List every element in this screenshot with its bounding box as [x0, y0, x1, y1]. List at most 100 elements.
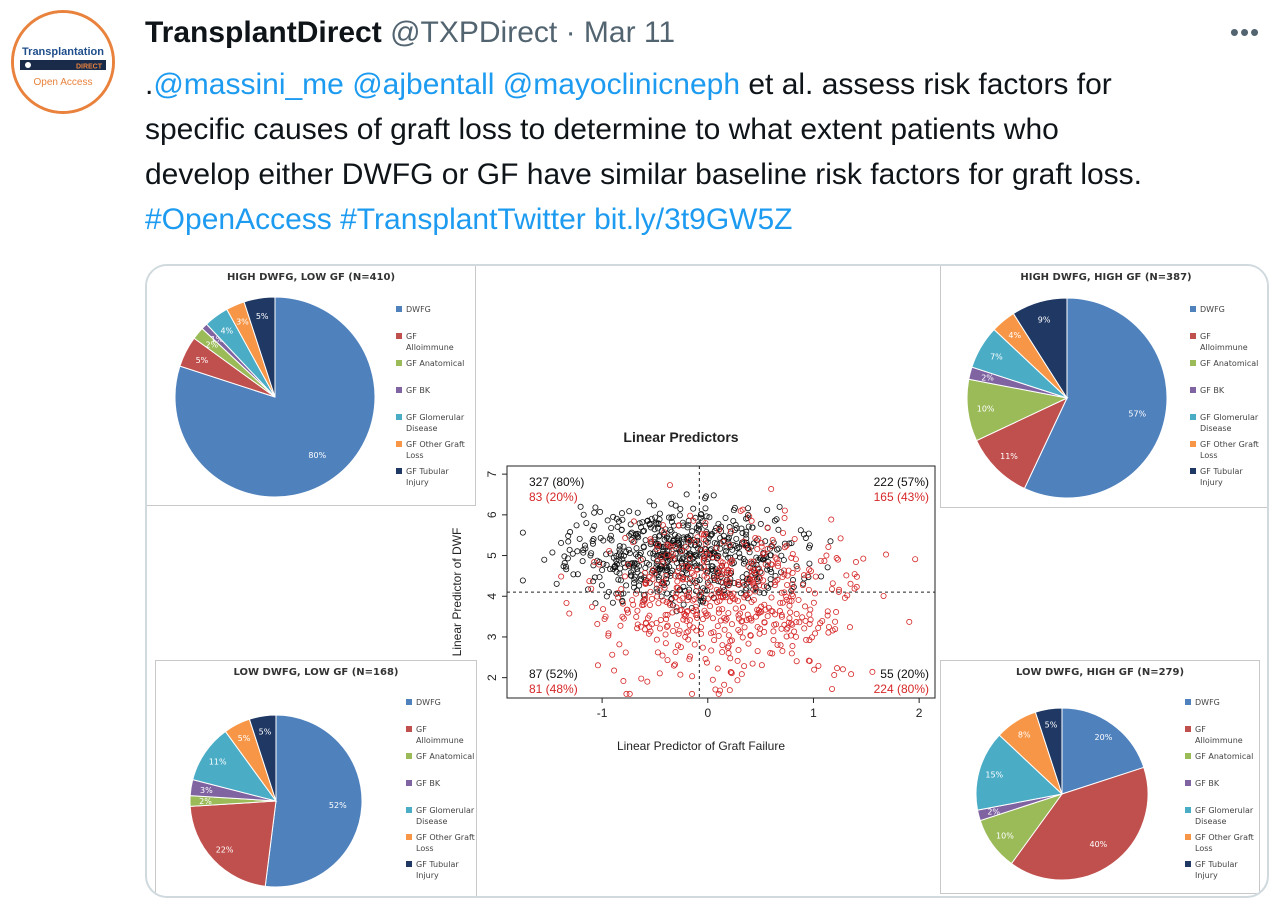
scatter-point [558, 573, 565, 580]
scatter-point [624, 606, 631, 613]
scatter-point [631, 584, 638, 591]
scatter-point [622, 573, 629, 580]
legend-swatch [406, 699, 412, 705]
tweet-line-4: #OpenAccess #TransplantTwitter bit.ly/3t… [145, 197, 1265, 242]
scatter-point [784, 624, 791, 631]
scatter-point [640, 527, 647, 534]
scatter-point [613, 568, 620, 575]
scatter-point [565, 538, 572, 545]
pie-chart: 80% 5% 2%1%4%3% 5% [174, 296, 376, 498]
scatter-point [676, 627, 683, 634]
scatter-point [653, 636, 660, 643]
scatter-point [580, 549, 587, 556]
scatter-point [694, 534, 701, 541]
scatter-point [707, 583, 714, 590]
scatter-point [693, 627, 700, 634]
scatter-point [734, 657, 741, 664]
scatter-point [674, 642, 681, 649]
pie-slice-label: 9% [1038, 315, 1051, 324]
scatter-point [633, 545, 640, 552]
scatter-point [721, 537, 728, 544]
scatter-point [625, 546, 632, 553]
scatter-point [702, 599, 709, 606]
scatter-point [677, 644, 684, 651]
scatter-point [717, 564, 724, 571]
scatter-point [693, 583, 700, 590]
scatter-point [574, 571, 581, 578]
scatter-point [724, 536, 731, 543]
author-name[interactable]: TransplantDirect [145, 16, 382, 49]
scatter-point [686, 538, 693, 545]
legend-swatch [1190, 333, 1196, 339]
logo-line-3: Open Access [34, 77, 93, 88]
scatter-point [650, 502, 657, 509]
scatter-point [740, 560, 747, 567]
scatter-point [848, 671, 855, 678]
scatter-point [818, 573, 825, 580]
pie-slice-label: 10% [977, 404, 995, 413]
scatter-point [642, 537, 649, 544]
scatter-point [573, 522, 580, 529]
tweet-date[interactable]: Mar 11 [583, 16, 676, 49]
scatter-point [689, 528, 696, 535]
scatter-point [727, 655, 734, 662]
scatter-point [685, 593, 692, 600]
tweet-media-image[interactable]: HIGH DWFG, LOW GF (N=410) 80% 5% 2% 1% 4% 3% 5… [145, 264, 1269, 898]
scatter-point [741, 624, 748, 631]
hashtag-transplanttwitter[interactable]: #TransplantTwitter [340, 203, 586, 236]
mention-mayoclinicneph[interactable]: @mayoclinicneph [502, 68, 740, 101]
legend-swatch [1190, 414, 1196, 420]
scatter-point [649, 576, 656, 583]
scatter-point [667, 527, 674, 534]
legend-label: GF Alloimmune [416, 725, 464, 745]
hashtag-openaccess[interactable]: #OpenAccess [145, 203, 332, 236]
scatter-point [672, 661, 679, 668]
scatter-point [843, 572, 850, 579]
scatter-point [613, 557, 620, 564]
scatter-point [624, 609, 631, 616]
scatter-point [715, 609, 722, 616]
tweet-link[interactable]: bit.ly/3t9GW5Z [594, 203, 793, 236]
scatter-point [654, 542, 661, 549]
scatter-point [623, 582, 630, 589]
avatar[interactable]: Transplantation DIRECT Open Access [11, 10, 115, 114]
scatter-point [689, 555, 696, 562]
scatter-point [658, 593, 665, 600]
scatter-point [618, 527, 625, 534]
scatter-point [678, 540, 685, 547]
pie-slice-label: 2% [205, 341, 218, 350]
scatter-point [702, 610, 709, 617]
scatter-point [633, 613, 640, 620]
tweet-lead: . [145, 68, 154, 101]
mention-massini[interactable]: @massini_me [153, 68, 344, 101]
scatter-point [655, 557, 662, 564]
scatter-point [773, 621, 780, 628]
scatter-point [631, 538, 638, 545]
scatter-point [702, 505, 709, 512]
more-options-icon[interactable]: ••• [1229, 17, 1261, 47]
scatter-point [596, 574, 603, 581]
scatter-point [674, 584, 681, 591]
scatter-point [603, 561, 610, 568]
scatter-point [574, 548, 581, 555]
scatter-point [750, 558, 757, 565]
scatter-point [769, 650, 776, 657]
scatter-point [680, 616, 687, 623]
scatter-point [730, 517, 737, 524]
scatter-point [668, 500, 675, 507]
scatter-point [662, 631, 669, 638]
scatter-point [669, 609, 676, 616]
mention-ajbentall[interactable]: @ajbentall [352, 68, 495, 101]
scatter-point [806, 560, 813, 567]
pie-slice-label: 1% [211, 335, 224, 344]
legend-swatch [396, 441, 402, 447]
scatter-point [758, 543, 765, 550]
scatter-point [589, 526, 596, 533]
scatter-point [619, 556, 626, 563]
scatter-point [715, 520, 722, 527]
scatter-point [739, 617, 746, 624]
scatter-point [786, 602, 793, 609]
pie-slice [975, 396, 1069, 490]
scatter-point [603, 551, 610, 558]
author-handle[interactable]: @TXPDirect [390, 16, 558, 49]
